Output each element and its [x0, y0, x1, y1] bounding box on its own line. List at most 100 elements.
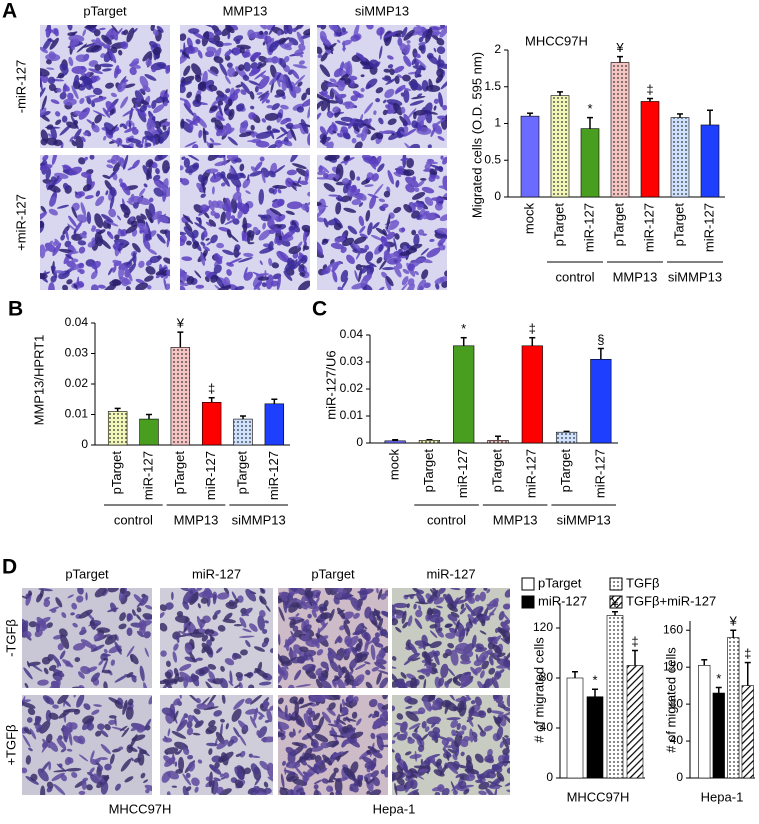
bar: [581, 129, 599, 197]
significance-marker: ‡: [744, 646, 751, 661]
y-axis-label: # of migrated cells: [531, 637, 546, 743]
y-tick-label: 0.02: [65, 376, 89, 390]
bar: [567, 678, 583, 778]
x-tick-label: miR-127: [455, 449, 470, 498]
column-label: pTarget: [83, 3, 127, 18]
bar: [698, 665, 710, 778]
x-tick-label: miR-127: [524, 449, 539, 498]
y-tick-label: 0.04: [65, 315, 89, 329]
column-label: siMMP13: [355, 3, 409, 18]
micrograph: [33, 149, 177, 297]
micrograph: [312, 20, 452, 154]
cell: [136, 725, 144, 733]
x-tick-label: miR-127: [641, 203, 656, 252]
significance-marker: ¥: [610, 595, 619, 610]
y-axis-label: miR-127/U6: [323, 350, 338, 419]
bar: [419, 440, 440, 443]
x-axis-label: MHCC97H: [567, 789, 630, 804]
column-label: miR-127: [426, 566, 475, 581]
significance-marker: *: [716, 671, 721, 686]
significance-marker: *: [587, 101, 592, 116]
bar: [108, 411, 127, 445]
row-label: -miR-127: [13, 60, 28, 113]
column-label: miR-127: [192, 566, 241, 581]
micrograph: [157, 585, 276, 694]
group-label: MMP13: [493, 512, 538, 527]
cell: [292, 86, 301, 93]
bar: [488, 440, 509, 443]
y-tick-label: 2: [494, 42, 501, 56]
x-tick-label: miR-127: [701, 203, 716, 252]
y-axis-label: Migrated cells (O.D. 595 nm): [469, 52, 484, 218]
bar: [265, 404, 284, 445]
micrograph: [388, 689, 517, 802]
y-tick-label: 0: [81, 437, 88, 451]
row-label: +TGFβ: [3, 724, 18, 765]
column-label: pTarget: [311, 566, 355, 581]
bar: [234, 419, 253, 445]
bar: [140, 419, 159, 445]
chart-title: MHCC97H: [525, 33, 588, 48]
bar: [701, 125, 719, 197]
micrograph: [174, 148, 313, 295]
bar: [627, 666, 643, 779]
significance-marker: §: [597, 332, 604, 347]
y-tick-label: 120: [533, 620, 553, 634]
panel-letter: D: [2, 556, 17, 579]
legend-label: TGFβ+miR-127: [626, 593, 716, 608]
bar: [202, 402, 221, 445]
cell-line-label: MHCC97H: [109, 801, 172, 816]
x-tick-label: mock: [387, 449, 402, 481]
legend-swatch: [522, 596, 534, 608]
significance-marker: *: [461, 321, 466, 336]
x-tick-label: pTarget: [421, 449, 436, 493]
x-tick-label: mock: [521, 203, 536, 235]
panel-letter: A: [2, 0, 17, 23]
y-tick-label: 0: [494, 189, 501, 203]
x-tick-label: pTarget: [109, 451, 124, 495]
group-label: siMMP13: [668, 269, 722, 284]
significance-marker: *: [592, 673, 597, 688]
bar: [171, 347, 190, 445]
micrograph: [19, 584, 156, 694]
bar: [607, 616, 623, 779]
cell-line-label: Hepa-1: [373, 801, 416, 816]
x-tick-label: pTarget: [558, 449, 573, 493]
micrograph: [309, 151, 454, 296]
bar: [591, 359, 612, 443]
bar: [641, 101, 659, 197]
bar: [521, 116, 539, 197]
group-label: control: [114, 512, 153, 527]
significance-marker: ¥: [729, 614, 738, 629]
x-tick-label: miR-127: [581, 203, 596, 252]
group-label: siMMP13: [557, 512, 611, 527]
y-tick-label: 0.5: [484, 152, 501, 166]
micrograph: [33, 21, 172, 154]
significance-marker: ¥: [615, 40, 624, 55]
legend-label: miR-127: [538, 593, 587, 608]
x-axis-label: Hepa-1: [701, 789, 744, 804]
y-tick-label: 0.03: [65, 346, 89, 360]
group-label: MMP13: [613, 269, 658, 284]
row-label: -TGFβ: [3, 619, 18, 657]
group-label: control: [555, 269, 594, 284]
micrograph: [273, 688, 393, 800]
bar: [713, 693, 725, 778]
y-tick-label: 0.01: [65, 407, 89, 421]
y-axis-label: MMP13/HPRT1: [31, 335, 46, 426]
y-tick-label: 0.04: [340, 327, 364, 341]
x-tick-label: pTarget: [611, 203, 626, 247]
column-label: pTarget: [65, 566, 109, 581]
x-tick-label: pTarget: [551, 203, 566, 247]
column-label: MMP13: [223, 3, 268, 18]
y-tick-label: 0.01: [340, 408, 364, 422]
x-tick-label: miR-127: [203, 451, 218, 500]
y-tick-label: 0.03: [340, 354, 364, 368]
micrograph: [176, 19, 317, 155]
group-label: MMP13: [174, 512, 219, 527]
micrograph: [272, 581, 393, 694]
bar: [556, 432, 577, 443]
significance-marker: ‡: [646, 82, 653, 97]
legend-swatch: [610, 578, 622, 590]
